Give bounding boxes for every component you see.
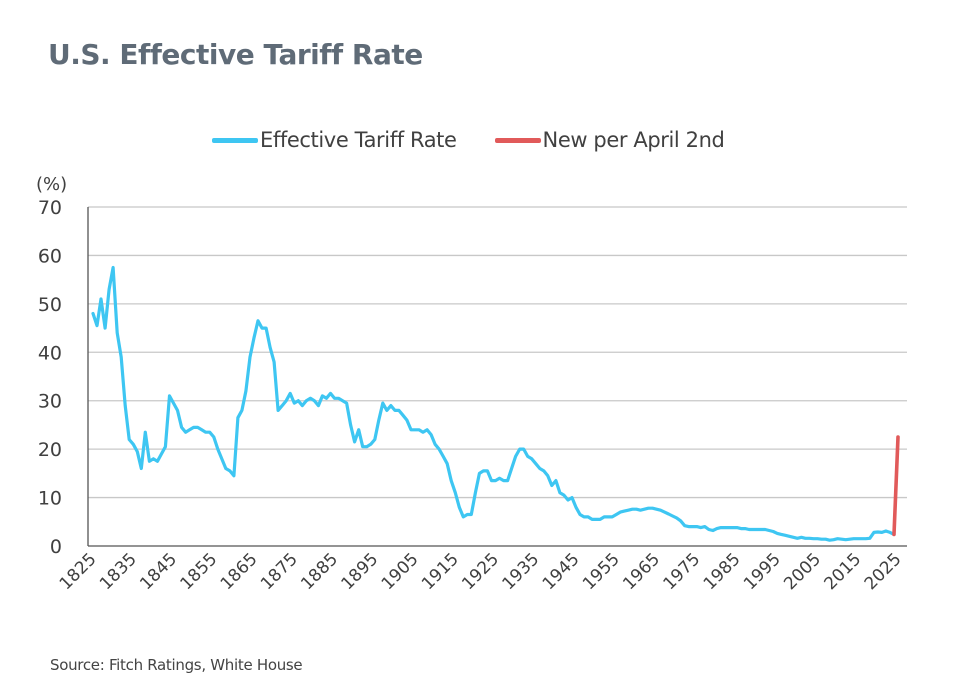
x-tick-label-1915: 1915 xyxy=(418,549,463,594)
x-tick-label-1925: 1925 xyxy=(458,549,503,594)
x-tick-label-1985: 1985 xyxy=(700,549,745,594)
y-axis-unit-label: (%) xyxy=(36,174,67,195)
x-tick-label-1855: 1855 xyxy=(177,549,222,594)
series-line-new-per-april-2nd xyxy=(892,435,900,537)
chart-legend: Effective Tariff Rate New per April 2nd xyxy=(212,128,762,152)
x-tick-label-1995: 1995 xyxy=(740,549,785,594)
x-tick-label-2015: 2015 xyxy=(821,549,866,594)
legend-label-new-per-april-2nd: New per April 2nd xyxy=(542,128,725,152)
y-axis-ticks: 0 10 20 30 40 50 60 70 xyxy=(38,197,62,558)
x-tick-label-1875: 1875 xyxy=(257,549,302,594)
x-tick-label-1975: 1975 xyxy=(660,549,705,594)
y-tick-label-60: 60 xyxy=(38,245,62,267)
legend-item-effective-tariff-rate: Effective Tariff Rate xyxy=(212,128,457,152)
legend-label-effective-tariff-rate: Effective Tariff Rate xyxy=(260,128,457,152)
legend-item-new-per-april-2nd: New per April 2nd xyxy=(494,128,725,152)
x-tick-label-1835: 1835 xyxy=(96,549,141,594)
x-axis-ticks: 1825183518451855186518751885189519051915… xyxy=(56,549,906,594)
x-tick-label-1965: 1965 xyxy=(619,549,664,594)
legend-swatch-effective-tariff-rate xyxy=(212,137,258,143)
x-tick-label-1845: 1845 xyxy=(136,549,181,594)
y-tick-label-50: 50 xyxy=(38,294,62,316)
y-tick-label-10: 10 xyxy=(38,488,62,510)
x-tick-label-1885: 1885 xyxy=(297,549,342,594)
x-tick-label-2025: 2025 xyxy=(861,549,906,594)
y-tick-label-40: 40 xyxy=(38,342,62,364)
chart-title: U.S. Effective Tariff Rate xyxy=(48,38,423,71)
x-tick-label-1865: 1865 xyxy=(217,549,262,594)
x-tick-label-2005: 2005 xyxy=(780,549,825,594)
source-note: Source: Fitch Ratings, White House xyxy=(50,656,303,674)
y-tick-label-70: 70 xyxy=(38,197,62,219)
series-lines xyxy=(91,265,900,542)
x-tick-label-1955: 1955 xyxy=(579,549,624,594)
x-tick-label-1905: 1905 xyxy=(378,549,423,594)
x-tick-label-1895: 1895 xyxy=(338,549,383,594)
x-tick-label-1825: 1825 xyxy=(56,549,101,594)
legend-swatch-new-per-april-2nd xyxy=(494,137,541,143)
series-line-effective-tariff-rate xyxy=(91,265,896,542)
y-tick-label-0: 0 xyxy=(50,536,62,558)
x-tick-label-1945: 1945 xyxy=(539,549,584,594)
x-tick-label-1935: 1935 xyxy=(499,549,544,594)
gridlines xyxy=(88,206,907,499)
y-tick-label-30: 30 xyxy=(38,391,62,413)
y-tick-label-20: 20 xyxy=(38,439,62,461)
